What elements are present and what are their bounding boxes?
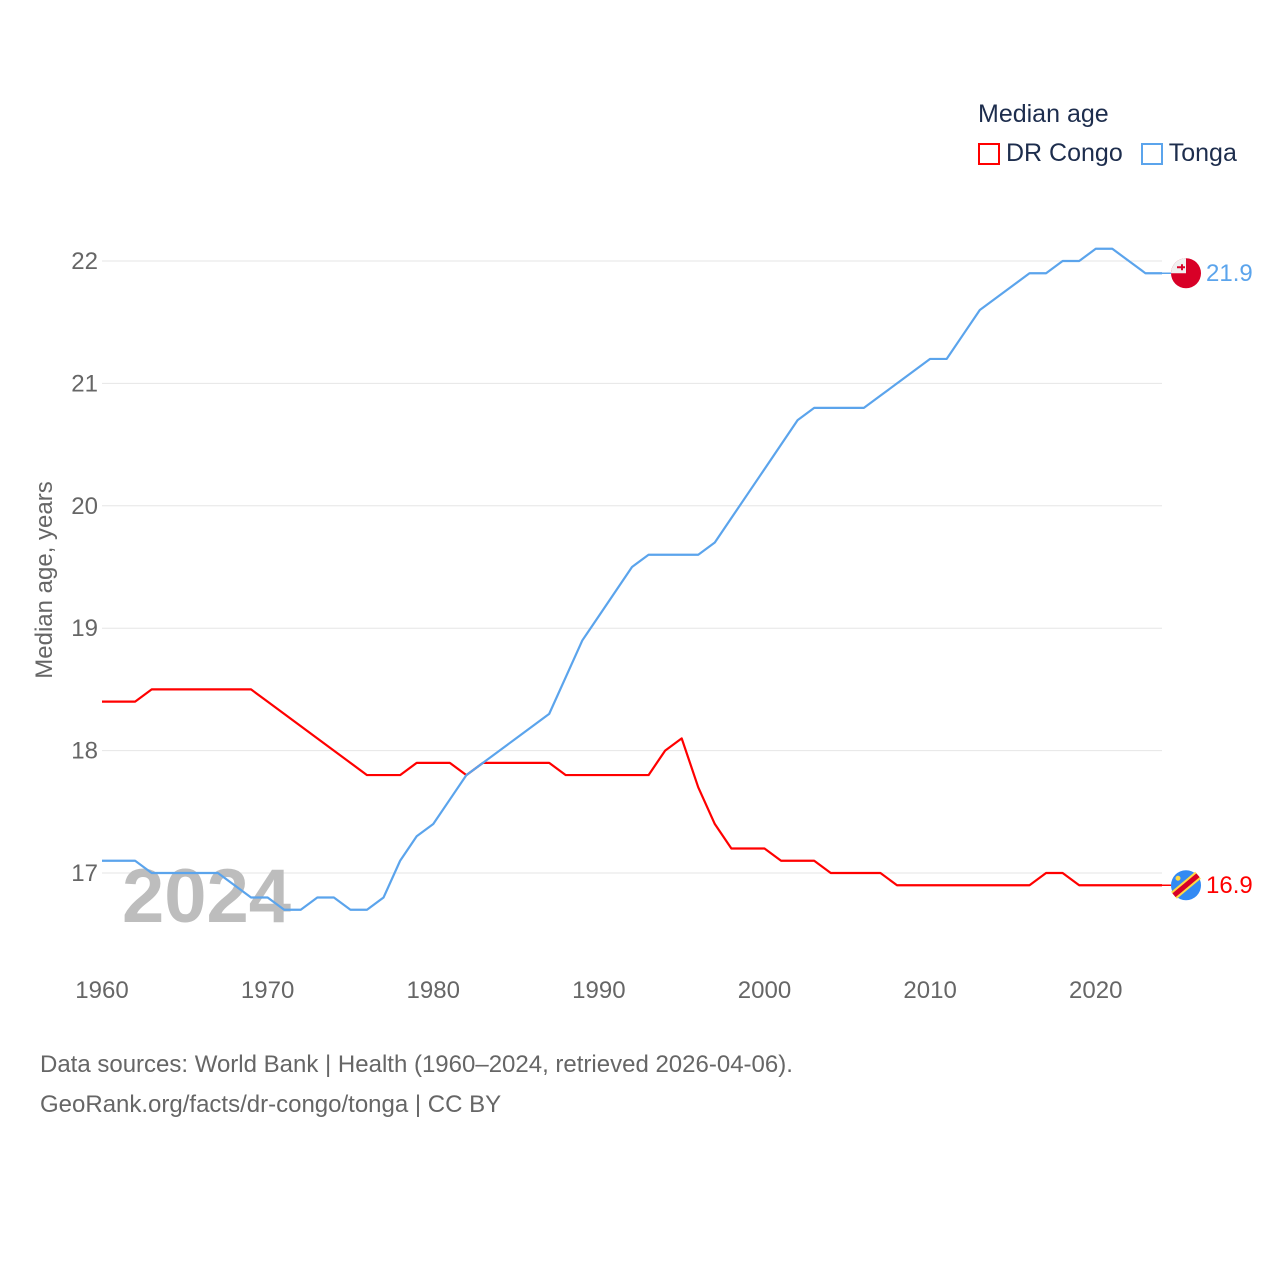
series-line-dr-congo xyxy=(102,688,1162,887)
dr-congo-flag-star xyxy=(1175,875,1181,881)
legend-swatch-dr-congo xyxy=(978,142,1000,165)
series-line-tonga xyxy=(102,247,1162,911)
legend-item-dr-congo[interactable]: DR Congo xyxy=(978,139,1123,168)
y-tick-label: 19 xyxy=(71,615,98,642)
tonga-flag-cross xyxy=(1177,264,1185,271)
y-tick-label: 20 xyxy=(71,493,98,520)
legend-label-dr-congo: DR Congo xyxy=(1006,139,1123,167)
x-tick-label: 2020 xyxy=(1069,977,1122,1004)
legend-item-tonga[interactable]: Tonga xyxy=(1140,139,1237,168)
footer: Data sources: World Bank | Health (1960–… xyxy=(40,1045,793,1125)
x-tick-label: 1980 xyxy=(407,977,460,1004)
x-tick-label: 1970 xyxy=(241,977,294,1004)
y-tick-label: 18 xyxy=(71,738,98,765)
y-axis-label: Median age, years xyxy=(31,481,58,678)
legend-swatch-tonga xyxy=(1140,142,1163,165)
legend-label-tonga: Tonga xyxy=(1168,139,1237,167)
end-value-label: 16.9 xyxy=(1206,872,1253,899)
dr-congo-flag-stripe-red xyxy=(1172,873,1200,898)
x-tick-label: 1990 xyxy=(572,977,625,1004)
data-source-text: Data sources: World Bank | Health (1960–… xyxy=(40,1051,793,1078)
end-value-label: 21.9 xyxy=(1206,260,1253,287)
legend-title: Median age xyxy=(978,100,1109,128)
y-tick-label: 21 xyxy=(71,370,98,397)
x-tick-label: 2010 xyxy=(903,977,956,1004)
x-tick-label: 2000 xyxy=(738,977,791,1004)
tonga-flag-canton xyxy=(1171,258,1186,274)
x-tick-label: 1960 xyxy=(75,977,128,1004)
attribution-link[interactable]: GeoRank.org/facts/dr-congo/tonga | CC BY xyxy=(40,1091,502,1118)
y-tick-label: 22 xyxy=(71,248,98,275)
y-tick-label: 17 xyxy=(71,860,98,887)
legend: Median age DR Congo Tonga xyxy=(978,100,1237,168)
